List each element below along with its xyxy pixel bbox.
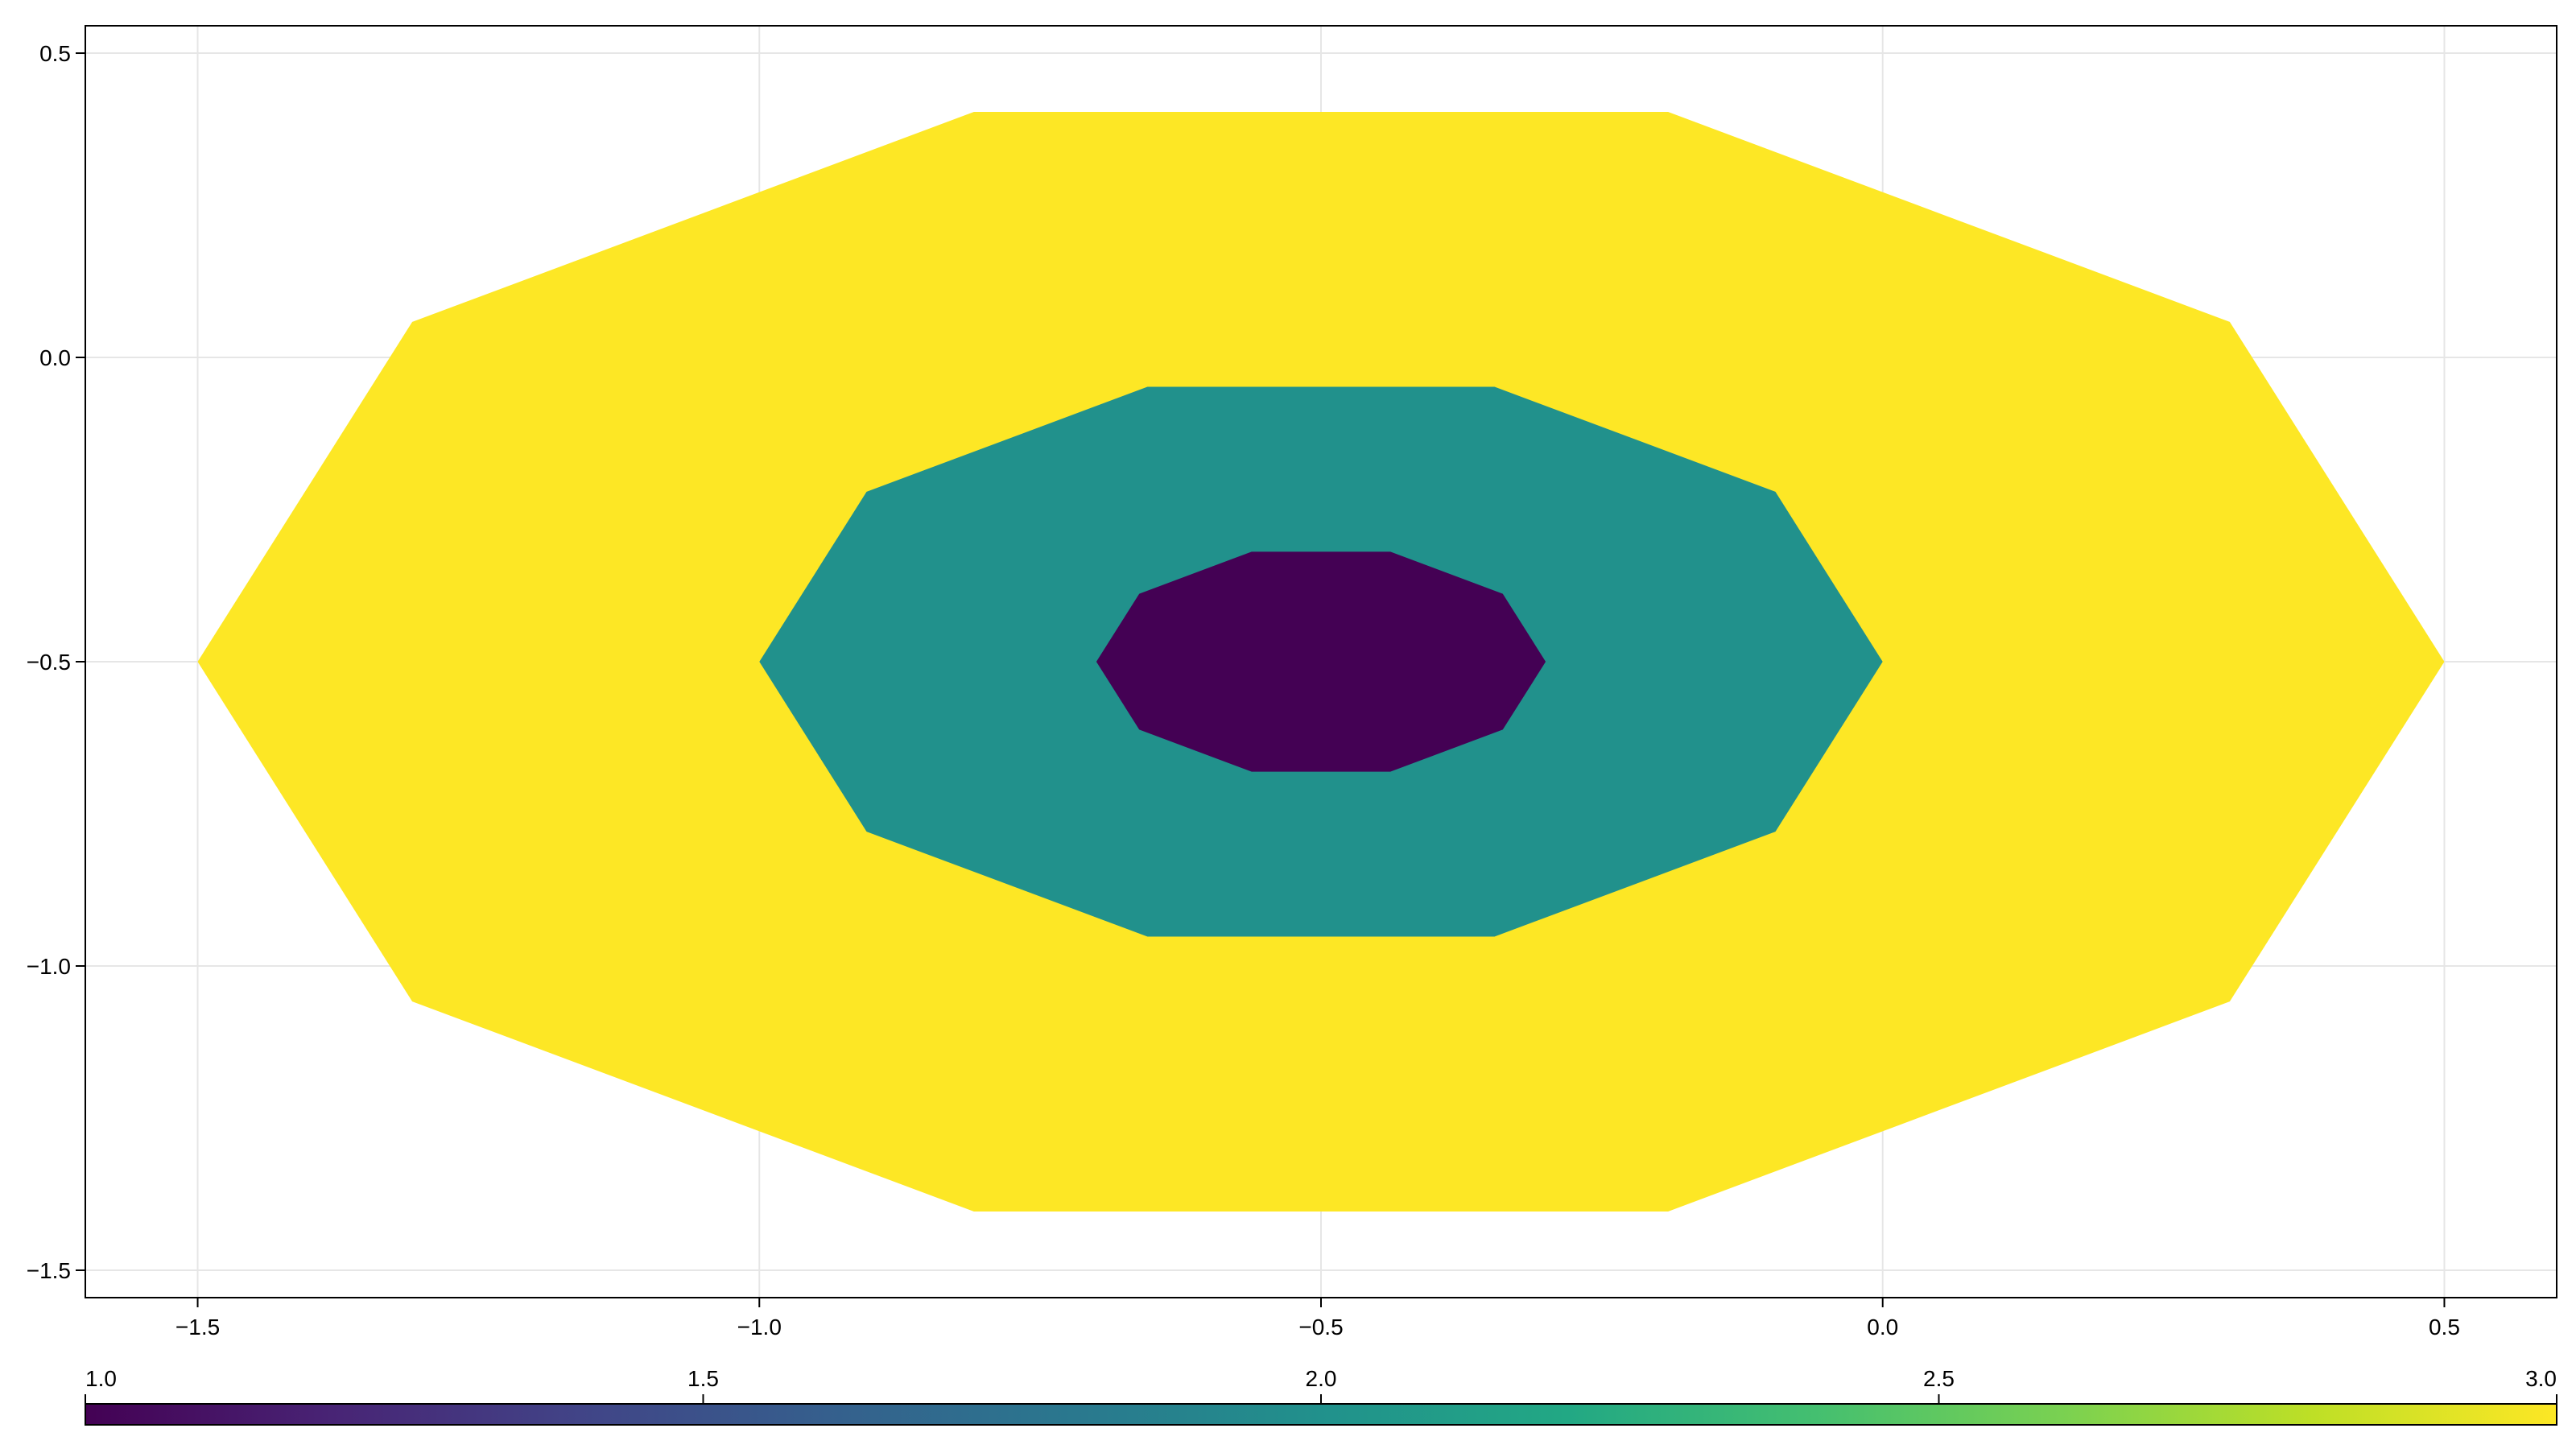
x-axis: −1.5 −1.0 −0.5 0.0 0.5 <box>175 1298 2460 1339</box>
colorbar-tick-label: 1.5 <box>687 1366 719 1391</box>
x-tick-label: −1.5 <box>175 1315 220 1339</box>
polygon-value-1 <box>1096 551 1546 772</box>
y-tick-label: −0.5 <box>27 650 71 675</box>
colorbar-tick-label: 3.0 <box>2525 1366 2557 1391</box>
colorbar-tick-label: 1.0 <box>85 1366 117 1391</box>
x-tick-label: 0.0 <box>1867 1315 1898 1339</box>
colorbar-tick-label: 2.5 <box>1923 1366 1955 1391</box>
y-tick-label: −1.5 <box>27 1258 71 1283</box>
colorbar-gradient <box>85 1404 2557 1425</box>
colorbar-tick-label: 2.0 <box>1306 1366 1337 1391</box>
y-tick-label: 0.0 <box>39 345 71 370</box>
x-tick-label: 0.5 <box>2429 1315 2460 1339</box>
x-tick-label: −1.0 <box>737 1315 782 1339</box>
colorbar: 1.0 1.5 2.0 2.5 3.0 <box>85 1366 2557 1426</box>
y-tick-label: 0.5 <box>39 41 71 66</box>
y-tick-label: −1.0 <box>27 954 71 979</box>
polygon-layer <box>197 112 2445 1212</box>
x-tick-label: −0.5 <box>1298 1315 1343 1339</box>
y-axis: 0.5 0.0 −0.5 −1.0 −1.5 <box>27 41 85 1283</box>
